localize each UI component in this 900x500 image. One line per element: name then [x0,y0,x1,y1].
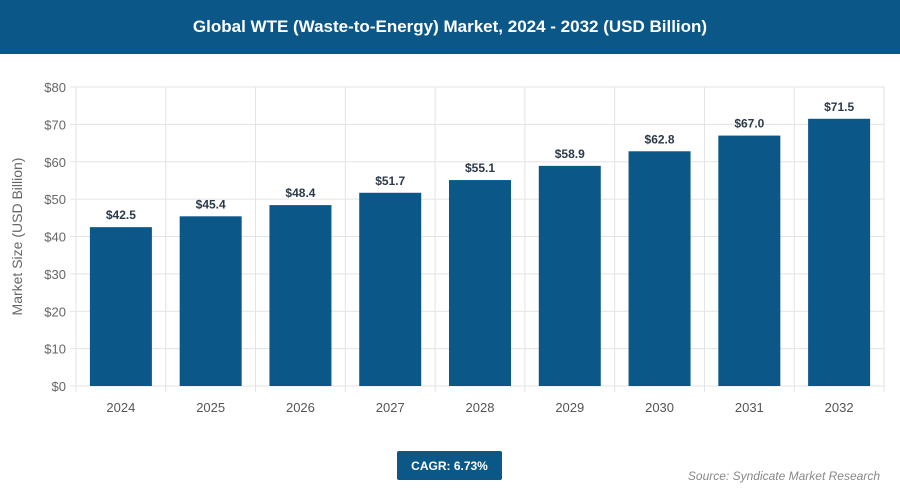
x-tick-label: 2029 [555,400,584,415]
x-tick-label: 2025 [196,400,225,415]
y-tick-label: $40 [44,230,66,245]
y-tick-label: $60 [44,155,66,170]
data-label: $58.9 [555,147,585,161]
bar [628,151,691,386]
bar [269,205,332,386]
x-tick-label: 2027 [376,400,405,415]
y-tick-label: $70 [44,117,66,132]
source-note: Source: Syndicate Market Research [687,469,880,483]
x-tick-label: 2031 [735,400,764,415]
x-tick-label: 2030 [645,400,674,415]
chart-title: Global WTE (Waste-to-Energy) Market, 202… [0,0,900,54]
data-label: $55.1 [465,161,495,175]
bar [89,227,152,386]
data-label: $51.7 [375,174,405,188]
data-label: $48.4 [285,186,315,200]
y-tick-label: $30 [44,267,66,282]
y-tick-label: $10 [44,342,66,357]
data-label: $42.5 [106,208,136,222]
y-tick-label: $20 [44,304,66,319]
y-axis-label: Market Size (USD Billion) [9,158,25,316]
bar [359,192,422,386]
x-tick-label: 2028 [466,400,495,415]
y-tick-label: $0 [52,379,66,394]
data-label: $62.8 [645,132,675,146]
y-tick-label: $50 [44,192,66,207]
x-tick-label: 2024 [106,400,135,415]
x-tick-label: 2026 [286,400,315,415]
data-label: $45.4 [196,197,226,211]
bar [718,135,781,386]
data-label: $71.5 [824,100,854,114]
x-tick-label: 2032 [825,400,854,415]
y-tick-label: $80 [44,80,66,95]
bar [538,165,601,386]
bar [449,180,511,386]
bar [179,216,242,386]
bar [808,118,871,387]
cagr-badge: CAGR: 6.73% [397,451,502,480]
data-label: $67.0 [734,117,764,131]
